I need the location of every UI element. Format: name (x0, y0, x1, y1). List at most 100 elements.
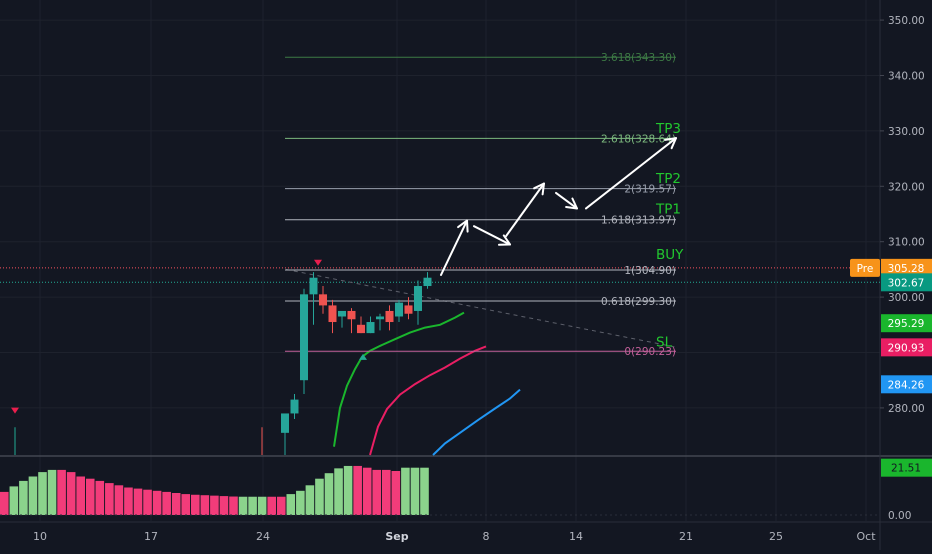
histogram-bar[interactable] (248, 496, 257, 515)
fib-level-label: 2(319.57) (624, 184, 676, 196)
histogram-bar[interactable] (286, 494, 296, 515)
fib-level-label: 1.618(313.97) (601, 215, 676, 227)
histogram-bar[interactable] (391, 471, 401, 515)
arrow-head-icon (498, 234, 511, 246)
candle-body[interactable] (347, 310, 356, 320)
indicator-value-box[interactable] (881, 458, 932, 477)
candle-body[interactable] (319, 294, 327, 306)
candle-body[interactable] (290, 399, 299, 414)
histogram-bar[interactable] (238, 496, 248, 515)
candle-body[interactable] (376, 316, 384, 320)
sell-signal-marker (314, 259, 322, 266)
histogram-bar[interactable] (124, 487, 133, 516)
histogram-bar[interactable] (296, 490, 305, 515)
price-label-box[interactable] (881, 338, 932, 357)
candle-body[interactable] (300, 294, 308, 381)
time-tick-label: 17 (144, 530, 158, 543)
fib-level-label: 2.618(328.64) (601, 133, 676, 145)
time-tick-label: 25 (769, 530, 783, 543)
histogram-bar[interactable] (362, 467, 372, 515)
histogram-bar[interactable] (133, 488, 143, 515)
histogram-bar[interactable] (66, 472, 76, 515)
histogram-bar[interactable] (181, 494, 191, 515)
fib-level-label: 1(304.90) (624, 265, 676, 277)
histogram-bar[interactable] (343, 465, 353, 515)
trend-line (285, 268, 676, 348)
candle-body[interactable] (366, 322, 375, 334)
histogram-bar[interactable] (420, 467, 429, 515)
histogram-bar[interactable] (229, 496, 238, 515)
candle-body[interactable] (309, 277, 318, 295)
histogram-bar[interactable] (143, 489, 152, 515)
price-axis[interactable]: 350.00 340.00 330.00 320.00 310.00 300.00 280.… (850, 15, 932, 522)
candle-body[interactable] (395, 302, 403, 317)
time-axis[interactable]: 10 17 24 Sep 8 14 21 25 Oct (33, 530, 876, 543)
histogram-bar[interactable] (353, 465, 362, 515)
histogram-bar[interactable] (372, 469, 382, 515)
histogram-bar[interactable] (9, 486, 19, 515)
projection-arrows[interactable] (440, 137, 677, 276)
histogram-bar[interactable] (114, 485, 124, 515)
candle-body[interactable] (357, 324, 365, 334)
candle-body[interactable] (404, 305, 413, 314)
indicator-panel[interactable] (0, 465, 880, 516)
histogram-bar[interactable] (105, 483, 114, 515)
annotation-buy: BUY (656, 247, 684, 263)
histogram-bar[interactable] (57, 469, 66, 515)
histogram-bar[interactable] (0, 491, 9, 515)
indicator-tick-label: 0.00 (888, 510, 911, 522)
histogram-bar[interactable] (334, 468, 343, 515)
projection-arrow[interactable] (555, 191, 578, 210)
histogram-bar[interactable] (315, 478, 324, 515)
price-tick-label: 330.00 (888, 126, 925, 138)
projection-arrow[interactable] (473, 225, 511, 246)
histogram-bar[interactable] (152, 490, 162, 515)
price-tick-label: 300.00 (888, 292, 925, 304)
price-label-value: 295.29 (888, 318, 925, 330)
histogram-bar[interactable] (210, 495, 219, 515)
histogram-bar[interactable] (171, 493, 181, 515)
price-label-box[interactable] (881, 314, 932, 333)
candle-body[interactable] (338, 310, 346, 317)
candle-body[interactable] (385, 310, 394, 323)
projection-arrow[interactable] (440, 219, 468, 276)
histogram-bar[interactable] (401, 467, 410, 515)
histogram-bar[interactable] (382, 469, 391, 515)
candle-body[interactable] (281, 413, 289, 433)
histogram-bar[interactable] (76, 476, 85, 516)
target-annotations: TP3 TP2 TP1 BUY SL (655, 121, 684, 350)
time-tick-label: 21 (679, 530, 693, 543)
price-tick-label: 320.00 (888, 181, 925, 193)
histogram-bar[interactable] (95, 480, 105, 515)
candle-body[interactable] (414, 286, 422, 311)
histogram-bar[interactable] (410, 467, 420, 515)
histogram-bar[interactable] (191, 494, 200, 515)
signal-markers (11, 259, 367, 414)
candle-body[interactable] (328, 305, 337, 323)
histogram-bar[interactable] (38, 472, 47, 515)
histogram-bar[interactable] (28, 476, 38, 516)
histogram-bar[interactable] (200, 495, 210, 515)
moving-average-line (333, 311, 465, 447)
candle-body[interactable] (423, 277, 432, 287)
projection-arrow[interactable] (505, 182, 545, 238)
price-label-box[interactable] (881, 258, 932, 277)
price-label-box[interactable] (881, 273, 932, 292)
histogram-bar[interactable] (267, 496, 276, 515)
histogram-bar[interactable] (162, 491, 171, 515)
price-label-value: 305.28 (888, 263, 925, 275)
histogram-bar[interactable] (85, 478, 95, 515)
histogram-bar[interactable] (47, 469, 57, 515)
moving-averages (333, 311, 521, 456)
price-label-box[interactable] (881, 375, 932, 394)
arrow-head-icon (533, 182, 545, 196)
candles[interactable] (14, 272, 432, 455)
histogram-bar[interactable] (324, 473, 334, 515)
histogram-bar[interactable] (19, 480, 28, 515)
histogram-bar[interactable] (219, 496, 229, 515)
projection-arrow[interactable] (585, 137, 677, 210)
histogram-bar[interactable] (257, 496, 267, 515)
histogram-bar[interactable] (276, 496, 286, 515)
histogram-bar[interactable] (305, 485, 315, 515)
